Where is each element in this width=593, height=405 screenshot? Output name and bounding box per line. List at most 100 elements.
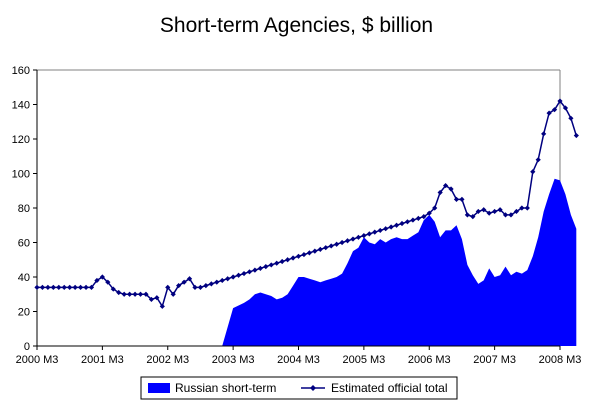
legend — [140, 376, 458, 400]
line-estimated-official-total — [37, 99, 578, 309]
line-point — [274, 260, 280, 266]
line-point — [165, 284, 171, 290]
area-russian-short-term — [37, 178, 577, 346]
line-point — [94, 277, 100, 284]
line-point — [421, 214, 427, 220]
y-tick-label: 100 — [12, 169, 30, 181]
line-point — [154, 295, 160, 301]
line-point — [426, 210, 432, 216]
line-point — [263, 264, 269, 270]
x-tick-label: 2000 M3 — [16, 354, 59, 366]
line-point — [214, 279, 220, 285]
line-point — [246, 269, 253, 275]
line-point — [176, 283, 182, 289]
line-point — [170, 291, 176, 297]
line-point — [197, 284, 204, 290]
line-point — [475, 208, 481, 215]
line-point — [208, 281, 214, 287]
line-point — [306, 250, 312, 256]
line-point — [530, 169, 536, 175]
line-point — [551, 107, 558, 113]
line-point — [410, 217, 416, 223]
y-tick-label: 0 — [24, 341, 30, 353]
line-point — [328, 243, 334, 249]
line-point — [252, 267, 258, 273]
line-point — [225, 276, 231, 282]
line-point — [192, 284, 198, 290]
line-point — [546, 110, 552, 116]
line-point — [230, 274, 236, 280]
y-tick-label: 120 — [12, 134, 30, 146]
line-point — [219, 277, 225, 284]
line-point — [415, 215, 421, 221]
line-point — [486, 210, 492, 216]
line-point — [317, 246, 323, 252]
line-point — [88, 284, 95, 290]
line-point — [241, 270, 247, 277]
line-point — [301, 251, 307, 258]
line-point — [519, 205, 525, 211]
line-point — [257, 265, 263, 271]
line-point — [39, 284, 46, 290]
line-point — [453, 196, 460, 202]
line-point — [404, 219, 411, 225]
x-tick-label: 2007 M3 — [473, 354, 516, 366]
line-point — [143, 291, 149, 297]
y-tick-label: 140 — [12, 100, 30, 112]
line-point — [34, 284, 40, 290]
line-point — [481, 207, 487, 213]
line-point — [295, 253, 302, 259]
y-tick-label: 160 — [12, 65, 30, 77]
line-point — [67, 284, 73, 290]
line-point — [513, 208, 520, 215]
line-point — [535, 157, 541, 163]
line-point — [502, 212, 509, 218]
line-point — [344, 238, 351, 244]
line-point — [459, 196, 465, 202]
legend-label-area: Russian short-term — [175, 381, 276, 395]
line-point — [137, 291, 144, 297]
x-tick-label: 2003 M3 — [212, 354, 255, 366]
line-point — [290, 255, 296, 261]
line-point — [497, 207, 503, 213]
line-point — [268, 262, 274, 268]
legend-swatch-area — [148, 383, 170, 393]
chart-title: Short-term Agencies, $ billion — [159, 14, 434, 37]
line-point — [50, 284, 56, 290]
line-point — [524, 205, 530, 211]
y-tick-label: 40 — [18, 272, 30, 284]
line-point — [573, 132, 579, 139]
line-point — [442, 182, 449, 189]
legend-swatch-marker — [310, 385, 316, 391]
line-point — [388, 224, 394, 230]
line-point — [492, 208, 498, 215]
line-point — [121, 291, 127, 297]
x-tick-label: 2008 M3 — [539, 354, 582, 366]
x-tick-label: 2002 M3 — [146, 354, 189, 366]
line-point — [339, 239, 345, 246]
line-point — [159, 303, 165, 309]
line-point — [448, 186, 454, 192]
line-point — [508, 212, 514, 218]
x-tick-label: 2004 M3 — [277, 354, 320, 366]
line-point — [366, 231, 372, 237]
line-point — [45, 284, 51, 290]
line-point — [203, 283, 209, 289]
line-point — [557, 98, 563, 104]
line-point — [377, 227, 383, 234]
y-tick-label: 80 — [18, 203, 30, 215]
line-point — [99, 274, 105, 280]
line-point — [355, 234, 362, 240]
legend-label-line: Estimated official total — [331, 381, 448, 395]
line-point — [77, 284, 84, 290]
line-point — [437, 189, 443, 196]
line-point — [83, 284, 89, 290]
line-point — [432, 205, 438, 211]
line-point — [61, 284, 67, 290]
line-point — [541, 131, 547, 137]
line-point — [464, 212, 470, 218]
line-point — [361, 233, 367, 239]
line-point — [72, 284, 78, 290]
line-point — [562, 105, 569, 111]
line-point — [127, 291, 133, 297]
